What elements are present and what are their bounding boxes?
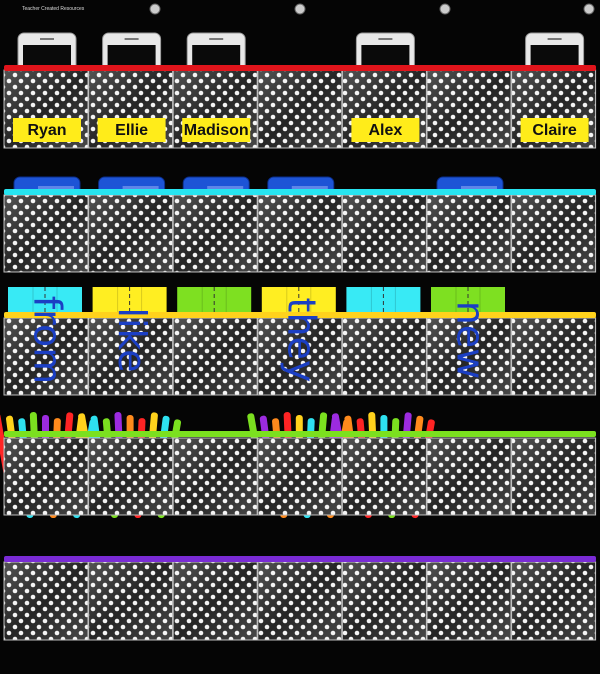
pocket-shine bbox=[4, 318, 88, 395]
pocket-shine bbox=[511, 318, 596, 395]
name-card bbox=[13, 118, 81, 142]
pocket-shine bbox=[257, 70, 342, 148]
phone-speaker bbox=[124, 38, 139, 40]
color-strip bbox=[4, 189, 596, 195]
pocket-shine bbox=[342, 318, 427, 395]
color-strip bbox=[4, 556, 596, 562]
pocket-shine bbox=[257, 562, 342, 640]
phone-speaker bbox=[209, 38, 224, 40]
phone-speaker bbox=[547, 38, 562, 40]
pocket-shine bbox=[173, 562, 258, 640]
pocket-shine bbox=[427, 318, 511, 395]
word-label: like bbox=[110, 307, 154, 372]
pocket-shine bbox=[88, 195, 173, 272]
brand-label: Teacher Created Resources bbox=[22, 6, 85, 12]
pocket-shine bbox=[173, 318, 258, 395]
name-card bbox=[182, 118, 251, 142]
color-strip bbox=[4, 431, 596, 437]
pocket-shine bbox=[173, 195, 258, 272]
contents-front: Ryan Ellie Madison Alex Claire from like they ne… bbox=[13, 118, 589, 384]
pocket-shine bbox=[511, 562, 596, 640]
pocket-shine bbox=[427, 562, 511, 640]
name-card bbox=[520, 118, 589, 142]
pocket-shine bbox=[257, 438, 342, 515]
name-label: Claire bbox=[532, 122, 577, 139]
name-card bbox=[97, 118, 166, 142]
name-label: Ellie bbox=[115, 122, 148, 139]
name-label: Alex bbox=[369, 122, 403, 139]
pocket-shine bbox=[88, 318, 173, 395]
name-card bbox=[351, 118, 420, 142]
phone-speaker bbox=[378, 38, 393, 40]
name-label: Madison bbox=[184, 122, 249, 139]
pocket-shine bbox=[342, 195, 427, 272]
word-label: new bbox=[449, 301, 493, 380]
pocket-shine bbox=[511, 438, 596, 515]
phone-speaker bbox=[40, 38, 54, 40]
pocket-shine bbox=[88, 438, 173, 515]
word-label: they bbox=[279, 298, 323, 383]
pocket-shine bbox=[427, 195, 511, 272]
grommets bbox=[149, 3, 595, 15]
pocket-shine bbox=[4, 562, 88, 640]
pocket-shine bbox=[257, 195, 342, 272]
pocket-shine bbox=[88, 562, 173, 640]
pocket-shine bbox=[427, 438, 511, 515]
word-label: from bbox=[26, 296, 70, 384]
color-strip bbox=[4, 65, 596, 71]
pocket-shine bbox=[511, 195, 596, 272]
pocket-shine bbox=[257, 318, 342, 395]
pocket-shine bbox=[4, 195, 88, 272]
pocket-shine bbox=[342, 562, 427, 640]
color-strip bbox=[4, 312, 596, 318]
pocket-shine bbox=[342, 438, 427, 515]
pocket-shine bbox=[427, 70, 511, 148]
name-label: Ryan bbox=[27, 122, 66, 139]
pocket-shine bbox=[4, 438, 88, 515]
pocket-shine bbox=[173, 438, 258, 515]
